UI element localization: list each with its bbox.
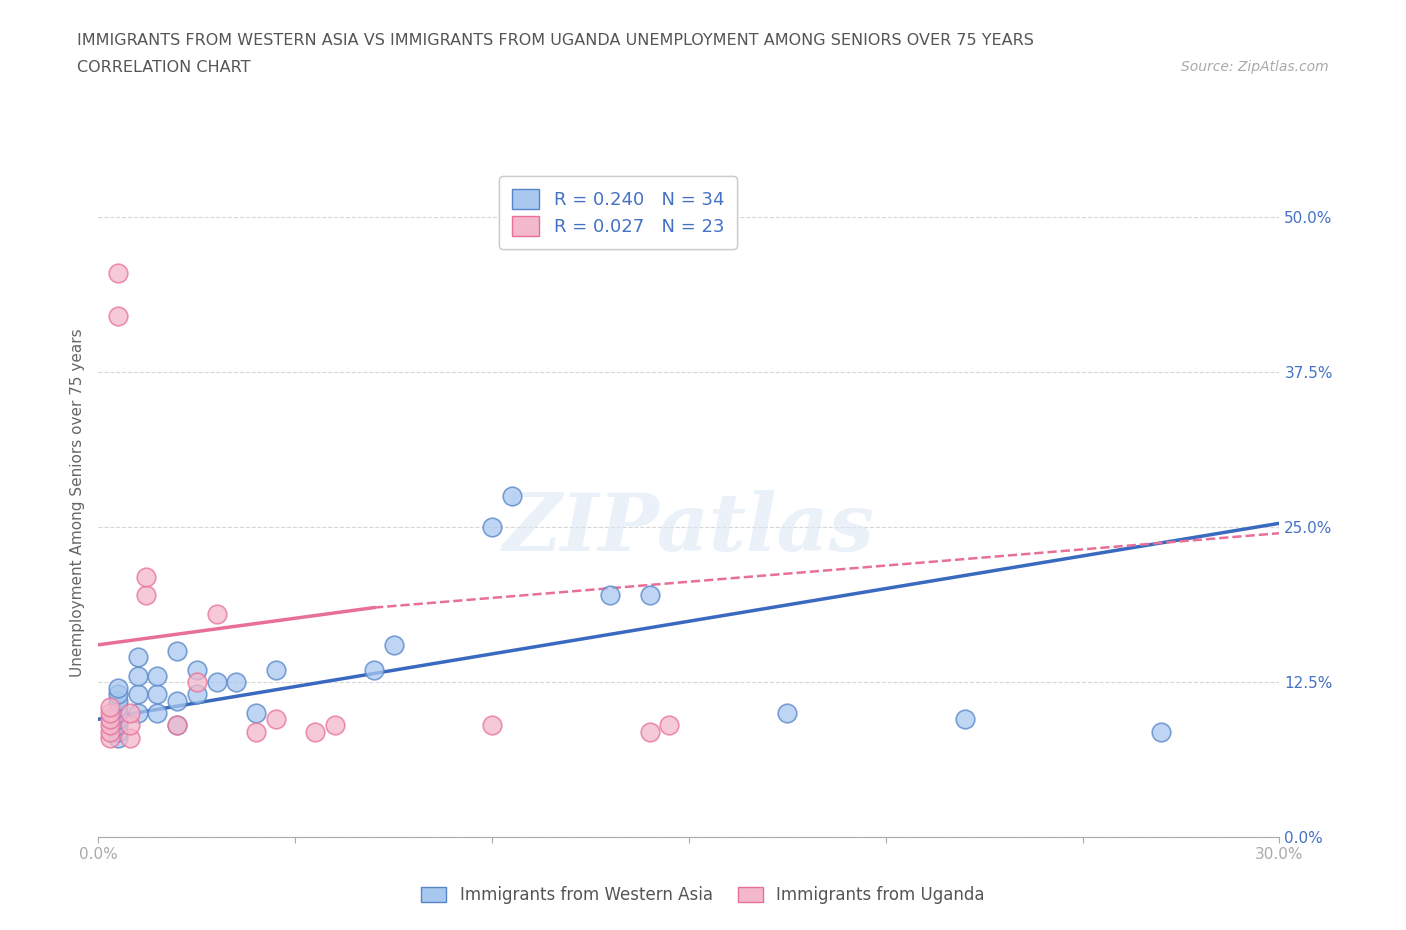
Point [107, 730, 129, 745]
Point [107, 724, 129, 739]
Point [135, 569, 157, 584]
Point [225, 674, 247, 689]
Point [107, 681, 129, 696]
Point [638, 724, 661, 739]
Point [264, 711, 287, 726]
Text: CORRELATION CHART: CORRELATION CHART [77, 60, 250, 75]
Point [186, 687, 208, 702]
Point [245, 706, 267, 721]
Point [98, 724, 121, 739]
Point [166, 718, 188, 733]
Point [127, 650, 149, 665]
Point [205, 606, 228, 621]
Point [599, 588, 621, 603]
Y-axis label: Unemployment Among Seniors over 75 years: Unemployment Among Seniors over 75 years [69, 328, 84, 676]
Point [146, 706, 169, 721]
Point [481, 520, 503, 535]
Legend: R = 0.240   N = 34, R = 0.027   N = 23: R = 0.240 N = 34, R = 0.027 N = 23 [499, 177, 737, 248]
Point [186, 674, 208, 689]
Point [638, 588, 661, 603]
Point [127, 687, 149, 702]
Point [118, 706, 141, 721]
Point [166, 693, 188, 708]
Point [264, 662, 287, 677]
Point [146, 669, 169, 684]
Point [382, 637, 405, 652]
Legend: Immigrants from Western Asia, Immigrants from Uganda: Immigrants from Western Asia, Immigrants… [413, 878, 993, 912]
Point [107, 706, 129, 721]
Point [323, 718, 346, 733]
Point [481, 718, 503, 733]
Point [127, 706, 149, 721]
Point [98, 699, 121, 714]
Point [245, 724, 267, 739]
Text: IMMIGRANTS FROM WESTERN ASIA VS IMMIGRANTS FROM UGANDA UNEMPLOYMENT AMONG SENIOR: IMMIGRANTS FROM WESTERN ASIA VS IMMIGRAN… [77, 33, 1035, 47]
Text: ZIPatlas: ZIPatlas [503, 490, 875, 567]
Point [118, 718, 141, 733]
Point [146, 687, 169, 702]
Point [107, 693, 129, 708]
Point [166, 644, 188, 658]
Point [186, 662, 208, 677]
Point [127, 669, 149, 684]
Text: Source: ZipAtlas.com: Source: ZipAtlas.com [1181, 60, 1329, 74]
Point [776, 706, 799, 721]
Point [304, 724, 326, 739]
Point [363, 662, 385, 677]
Point [98, 711, 121, 726]
Point [107, 265, 129, 280]
Point [98, 718, 121, 733]
Point [107, 718, 129, 733]
Point [107, 687, 129, 702]
Point [107, 711, 129, 726]
Point [135, 588, 157, 603]
Point [118, 730, 141, 745]
Point [953, 711, 976, 726]
Point [501, 488, 523, 503]
Point [107, 699, 129, 714]
Point [98, 730, 121, 745]
Point [1150, 724, 1173, 739]
Point [98, 706, 121, 721]
Point [107, 309, 129, 324]
Point [166, 718, 188, 733]
Point [658, 718, 681, 733]
Point [205, 674, 228, 689]
